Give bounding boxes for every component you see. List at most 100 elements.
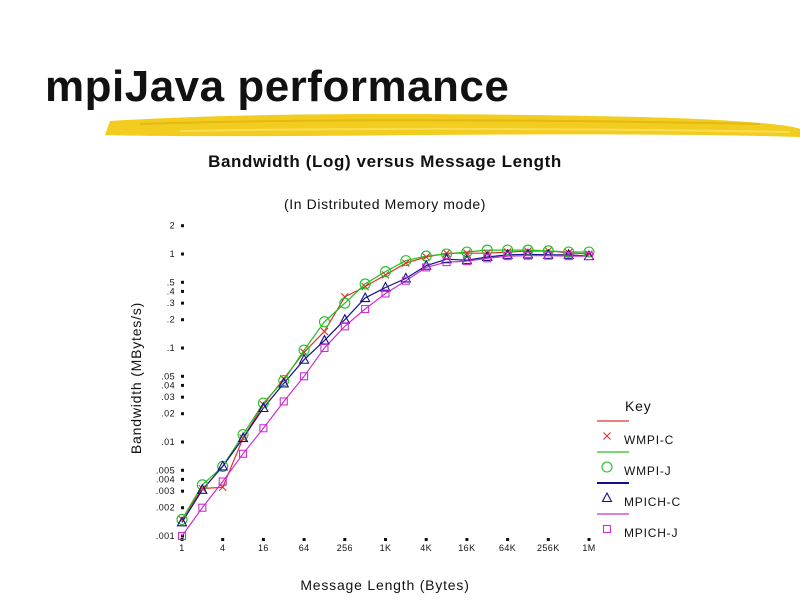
x-tick-mark (506, 538, 510, 541)
data-point-wmpi-j (542, 245, 554, 257)
x-axis-title: Message Length (Bytes) (300, 577, 469, 593)
data-point-wmpi-c (320, 327, 329, 336)
y-tick-label: .4 (167, 286, 175, 296)
data-point-mpich-j (503, 252, 512, 261)
x-tick-label: 64 (299, 543, 310, 553)
data-point-mpich-c (217, 460, 229, 471)
data-point-wmpi-c (463, 249, 471, 258)
y-tick-label: .1 (167, 343, 175, 353)
data-point-wmpi-j (522, 244, 534, 256)
slide-title: mpiJava performance (45, 62, 510, 111)
series-line-mpich-j (181, 255, 589, 537)
data-point-mpich-j (544, 251, 553, 260)
y-tick-label: .05 (161, 371, 175, 381)
legend-marker-mpich-c (601, 491, 613, 503)
legend-marker-wmpi-j (601, 461, 613, 473)
legend-title: Key (625, 398, 652, 414)
y-tick-mark (181, 506, 184, 510)
data-point-wmpi-j (257, 397, 269, 409)
chart-title: Bandwidth (Log) versus Message Length (208, 152, 562, 171)
legend-label-mpich-c: MPICH-C (624, 495, 681, 509)
data-point-mpich-c (257, 401, 269, 413)
data-point-mpich-j (584, 252, 594, 261)
y-tick-mark (181, 383, 184, 387)
data-point-wmpi-c (422, 253, 431, 261)
data-point-wmpi-j (583, 246, 595, 258)
y-tick-label: .2 (167, 315, 175, 325)
x-tick-label: 16 (258, 543, 269, 553)
y-tick-mark (181, 440, 184, 444)
data-point-wmpi-j (400, 255, 412, 267)
x-tick-label: 4K (420, 543, 432, 553)
data-point-mpich-j (218, 477, 227, 486)
y-tick-label: .01 (161, 437, 175, 447)
x-tick-label: 1 (179, 543, 184, 553)
data-point-mpich-j (523, 251, 533, 260)
data-point-wmpi-j (237, 429, 249, 441)
x-tick-mark (424, 538, 428, 541)
data-point-mpich-c (176, 516, 188, 527)
data-point-mpich-c (481, 250, 493, 262)
data-point-mpich-j (564, 252, 573, 261)
x-axis: 1 4 16 64 256 1K 4K 16K 64K 256K 1M (179, 538, 595, 553)
series-lines (181, 249, 590, 537)
y-tick-mark (181, 289, 184, 293)
y-tick-mark (181, 468, 184, 472)
series-markers (176, 244, 595, 541)
legend-label-wmpi-j: WMPI-J (624, 464, 671, 478)
data-point-mpich-j (259, 424, 268, 433)
x-tick-mark (302, 538, 306, 541)
y-tick-label: .04 (161, 380, 175, 390)
y-tick-mark (181, 412, 184, 416)
data-point-wmpi-c (198, 484, 207, 493)
legend-marker-mpich-j (602, 524, 612, 534)
x-tick-mark (261, 538, 265, 541)
y-tick-mark (181, 489, 184, 493)
x-tick-label: 256K (537, 543, 560, 553)
x-tick-label: 1M (582, 543, 595, 553)
data-point-wmpi-j (502, 244, 514, 256)
data-point-mpich-j (462, 257, 471, 266)
legend-label-wmpi-c: WMPI-C (624, 433, 674, 447)
data-point-wmpi-j (461, 246, 473, 258)
y-tick-mark (181, 477, 184, 481)
data-point-mpich-j (422, 263, 431, 272)
data-point-mpich-c (359, 291, 371, 303)
yellow-brush-stroke (105, 114, 800, 137)
y-tick-mark (181, 395, 184, 399)
x-tick-mark (546, 538, 550, 541)
y-tick-label: .003 (156, 486, 175, 496)
y-tick-mark (181, 318, 184, 322)
x-tick-mark (221, 538, 225, 541)
data-point-mpich-j (401, 276, 410, 285)
data-point-wmpi-j (339, 297, 351, 309)
data-point-mpich-c (420, 259, 432, 270)
data-point-mpich-c (237, 431, 249, 443)
x-tick-label: 256 (337, 543, 353, 553)
x-tick-mark (384, 538, 387, 541)
data-point-mpich-j (361, 304, 370, 314)
y-tick-label: 2 (170, 221, 175, 231)
y-tick-label: .03 (161, 392, 175, 402)
data-point-mpich-j (279, 397, 288, 406)
data-point-wmpi-j (318, 316, 331, 328)
x-tick-mark (465, 538, 469, 541)
y-tick-mark (181, 346, 184, 350)
y-tick-label: .002 (156, 503, 175, 513)
data-point-mpich-j (340, 322, 349, 331)
y-tick-mark (181, 252, 184, 256)
chart-subtitle: (In Distributed Memory mode) (284, 196, 486, 212)
y-tick-label: .004 (156, 474, 175, 484)
y-tick-mark (181, 301, 184, 305)
data-point-mpich-j (177, 531, 187, 541)
y-tick-label: .001 (156, 531, 175, 541)
x-tick-mark (343, 538, 347, 541)
data-point-mpich-j (483, 254, 492, 263)
data-point-wmpi-j (278, 375, 290, 387)
legend-label-mpich-j: MPICH-J (624, 526, 678, 540)
data-point-mpich-j (442, 258, 451, 267)
y-tick-mark (181, 224, 184, 228)
series-line-mpich-c (181, 253, 590, 523)
y-axis-title: Bandwidth (MBytes/s) (128, 302, 144, 454)
